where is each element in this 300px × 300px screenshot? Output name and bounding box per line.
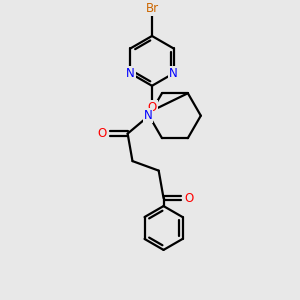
Text: O: O (97, 127, 106, 140)
Text: O: O (147, 101, 157, 114)
Text: N: N (144, 109, 152, 122)
Text: Br: Br (146, 2, 159, 15)
Text: N: N (169, 67, 178, 80)
Text: O: O (185, 192, 194, 205)
Text: N: N (126, 67, 135, 80)
